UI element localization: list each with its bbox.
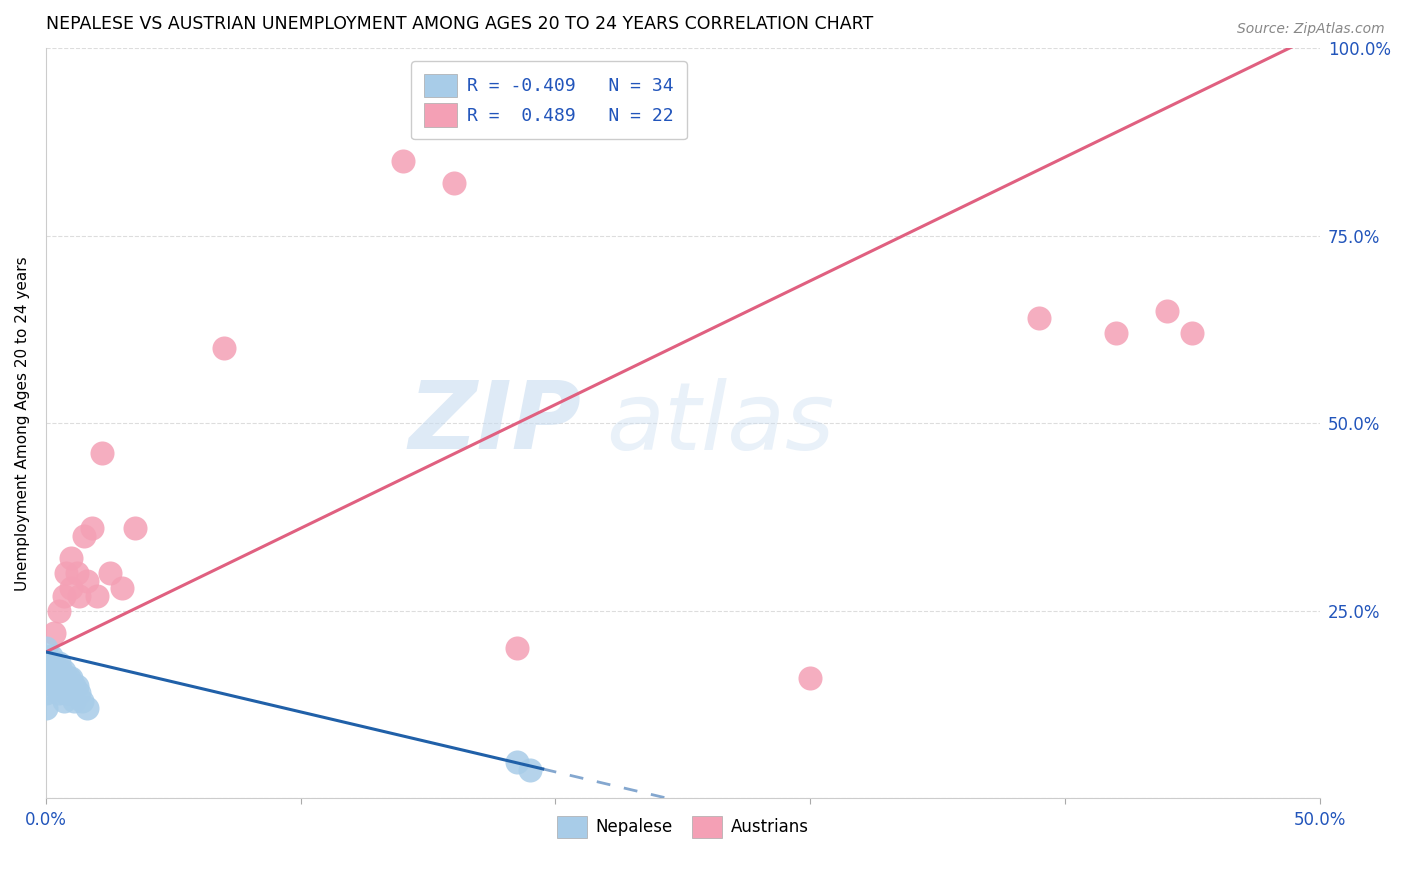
Point — [42, 679, 65, 693]
Point — [86, 589, 108, 603]
Point — [42, 664, 65, 678]
Point — [80, 521, 103, 535]
Point — [55, 686, 77, 700]
Point — [35, 656, 58, 670]
Text: ZIP: ZIP — [408, 377, 581, 469]
Point — [52, 679, 75, 693]
Point — [58, 671, 80, 685]
Point — [1156, 303, 1178, 318]
Legend: Nepalese, Austrians: Nepalese, Austrians — [548, 808, 817, 846]
Point — [45, 664, 67, 678]
Point — [35, 686, 58, 700]
Point — [63, 694, 86, 708]
Point — [60, 551, 83, 566]
Point — [76, 701, 98, 715]
Point — [55, 671, 77, 685]
Point — [519, 763, 541, 777]
Point — [65, 679, 87, 693]
Point — [1028, 311, 1050, 326]
Point — [45, 679, 67, 693]
Point — [67, 589, 90, 603]
Point — [91, 446, 114, 460]
Point — [70, 694, 93, 708]
Point — [214, 341, 236, 355]
Point — [98, 566, 121, 581]
Point — [1181, 326, 1204, 341]
Point — [506, 755, 529, 769]
Point — [73, 529, 96, 543]
Point — [799, 671, 821, 685]
Point — [55, 566, 77, 581]
Point — [52, 589, 75, 603]
Text: Source: ZipAtlas.com: Source: ZipAtlas.com — [1237, 22, 1385, 37]
Point — [42, 626, 65, 640]
Point — [48, 686, 70, 700]
Point — [39, 648, 62, 663]
Point — [124, 521, 146, 535]
Point — [76, 574, 98, 588]
Point — [58, 686, 80, 700]
Point — [443, 177, 465, 191]
Point — [67, 686, 90, 700]
Point — [35, 701, 58, 715]
Point — [60, 686, 83, 700]
Point — [63, 679, 86, 693]
Text: atlas: atlas — [606, 378, 835, 469]
Point — [60, 581, 83, 595]
Text: NEPALESE VS AUSTRIAN UNEMPLOYMENT AMONG AGES 20 TO 24 YEARS CORRELATION CHART: NEPALESE VS AUSTRIAN UNEMPLOYMENT AMONG … — [46, 15, 873, 33]
Point — [65, 566, 87, 581]
Point — [35, 671, 58, 685]
Point — [35, 641, 58, 656]
Point — [48, 671, 70, 685]
Point — [52, 694, 75, 708]
Point — [506, 641, 529, 656]
Point — [52, 664, 75, 678]
Point — [111, 581, 134, 595]
Point — [391, 153, 413, 168]
Point — [1105, 326, 1128, 341]
Point — [39, 664, 62, 678]
Y-axis label: Unemployment Among Ages 20 to 24 years: Unemployment Among Ages 20 to 24 years — [15, 256, 30, 591]
Point — [51, 664, 73, 678]
Point — [42, 656, 65, 670]
Point — [48, 656, 70, 670]
Point — [48, 604, 70, 618]
Point — [60, 671, 83, 685]
Point — [51, 679, 73, 693]
